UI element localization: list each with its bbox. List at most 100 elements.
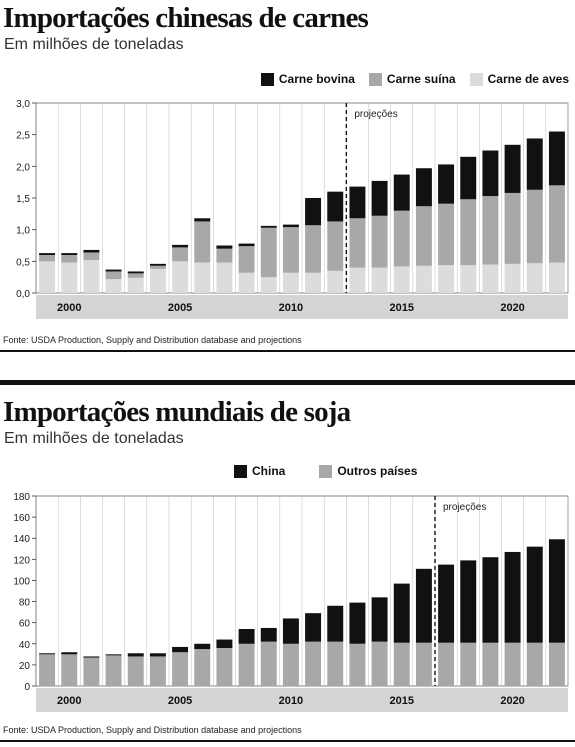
bar-segment: [61, 652, 78, 655]
bar-segment: [216, 262, 233, 293]
bar-segment: [105, 269, 122, 272]
chart-title: Importações chinesas de carnes: [3, 2, 369, 34]
y-tick-label: 40: [19, 640, 31, 651]
bar-segment: [216, 245, 233, 249]
bar-segment: [349, 267, 366, 293]
bar-segment: [216, 639, 233, 648]
bar-segment: [149, 656, 166, 686]
bar-segment: [61, 253, 78, 255]
bar-segment: [216, 648, 233, 686]
bar-segment: [194, 221, 211, 263]
bar-segment: [371, 267, 388, 293]
bar-segment: [260, 277, 277, 293]
bar-segment: [61, 262, 78, 293]
y-tick-label: 2,0: [16, 162, 30, 173]
bar-segment: [482, 196, 499, 265]
bar-segment: [526, 263, 543, 293]
chart-title: Importações mundiais de soja: [3, 396, 351, 428]
bar-segment: [504, 642, 521, 686]
bar-segment: [83, 657, 100, 686]
bar-segment: [349, 186, 366, 219]
bar-segment: [526, 138, 543, 190]
chart-source: Fonte: USDA Production, Supply and Distr…: [3, 335, 302, 345]
bar-segment: [39, 253, 56, 255]
legend-item-outros-paises: Outros países: [319, 464, 417, 478]
bar-segment: [548, 131, 565, 186]
bar-segment: [548, 539, 565, 643]
legend-swatch: [319, 464, 333, 478]
bar-segment: [149, 265, 166, 269]
bar-segment: [371, 180, 388, 216]
bar-segment: [415, 568, 432, 643]
bar-segment: [482, 264, 499, 293]
bar-segment: [282, 618, 299, 644]
x-tick-label: 2020: [500, 302, 524, 314]
chart-legend: China Outros países: [220, 462, 417, 480]
bar-segment: [105, 655, 122, 686]
y-tick-label: 100: [13, 576, 30, 587]
bar-segment: [371, 597, 388, 642]
bar-segment: [305, 613, 322, 642]
bar-segment: [504, 263, 521, 293]
y-tick-label: 3,0: [16, 99, 30, 110]
bar-segment: [371, 641, 388, 686]
bar-segment: [260, 225, 277, 228]
bar-segment: [504, 192, 521, 264]
x-tick-label: 2020: [500, 695, 524, 707]
legend-item-carne-bovina: Carne bovina: [260, 72, 355, 86]
bar-segment: [327, 605, 344, 642]
bar-segment: [172, 652, 189, 686]
bar-segment: [438, 642, 455, 686]
bar-segment: [282, 227, 299, 273]
y-tick-label: 120: [13, 555, 30, 566]
bar-segment: [127, 653, 144, 657]
bar-segment: [305, 198, 322, 226]
bar-segment: [305, 225, 322, 273]
bar-segment: [393, 174, 410, 211]
bar-chart-soja: 0 20 40 60 80 100 120 140 160 180 projeções 2000 200…: [13, 492, 569, 712]
x-axis-band: [36, 688, 568, 712]
bar-segment: [127, 656, 144, 686]
bar-segment: [194, 643, 211, 650]
bar-segment: [238, 272, 255, 293]
bar-segment: [504, 551, 521, 643]
chart-source: Fonte: USDA Production, Supply and Distr…: [3, 725, 302, 735]
legend-label: Carne de aves: [487, 72, 569, 86]
bar-segment: [393, 642, 410, 686]
x-tick-label: 2000: [57, 302, 81, 314]
bar-segment: [327, 641, 344, 686]
bar-segment: [460, 156, 477, 200]
x-axis-band: [36, 295, 568, 319]
bar-segment: [238, 243, 255, 247]
bar-segment: [349, 218, 366, 268]
x-tick-label: 2010: [279, 695, 303, 707]
legend-label: Carne suína: [386, 72, 456, 86]
bar-segment: [548, 185, 565, 263]
bar-segment: [460, 642, 477, 686]
x-tick-label: 2005: [168, 695, 192, 707]
bar-chart-carnes: 0,0 0,5 1,0 1,5 2,0 2,5 3,0 projeções 2000 2005 20…: [16, 99, 569, 319]
legend-item-carne-de-aves: Carne de aves: [469, 72, 569, 86]
legend-item-carne-suina: Carne suína: [368, 72, 456, 86]
bar-segment: [548, 262, 565, 293]
legend-label: Outros países: [337, 464, 418, 478]
bar-segment: [127, 277, 144, 293]
chart-subtitle: Em milhões de toneladas: [4, 36, 184, 53]
y-tick-label: 140: [13, 534, 30, 545]
bar-segment: [438, 564, 455, 643]
bar-segment: [415, 642, 432, 686]
x-tick-label: 2000: [57, 695, 81, 707]
bar-segment: [393, 266, 410, 293]
bar-segment: [526, 546, 543, 643]
y-tick-label: 0,5: [16, 257, 30, 268]
bar-segment: [172, 261, 189, 293]
bar-segment: [105, 279, 122, 293]
bar-segment: [393, 583, 410, 643]
legend-swatch: [234, 464, 247, 478]
bar-segment: [438, 265, 455, 293]
bar-segment: [194, 262, 211, 293]
bar-segment: [438, 164, 455, 204]
projection-label: projeções: [354, 109, 397, 120]
bar-segment: [127, 271, 144, 274]
bar-segment: [238, 629, 255, 644]
